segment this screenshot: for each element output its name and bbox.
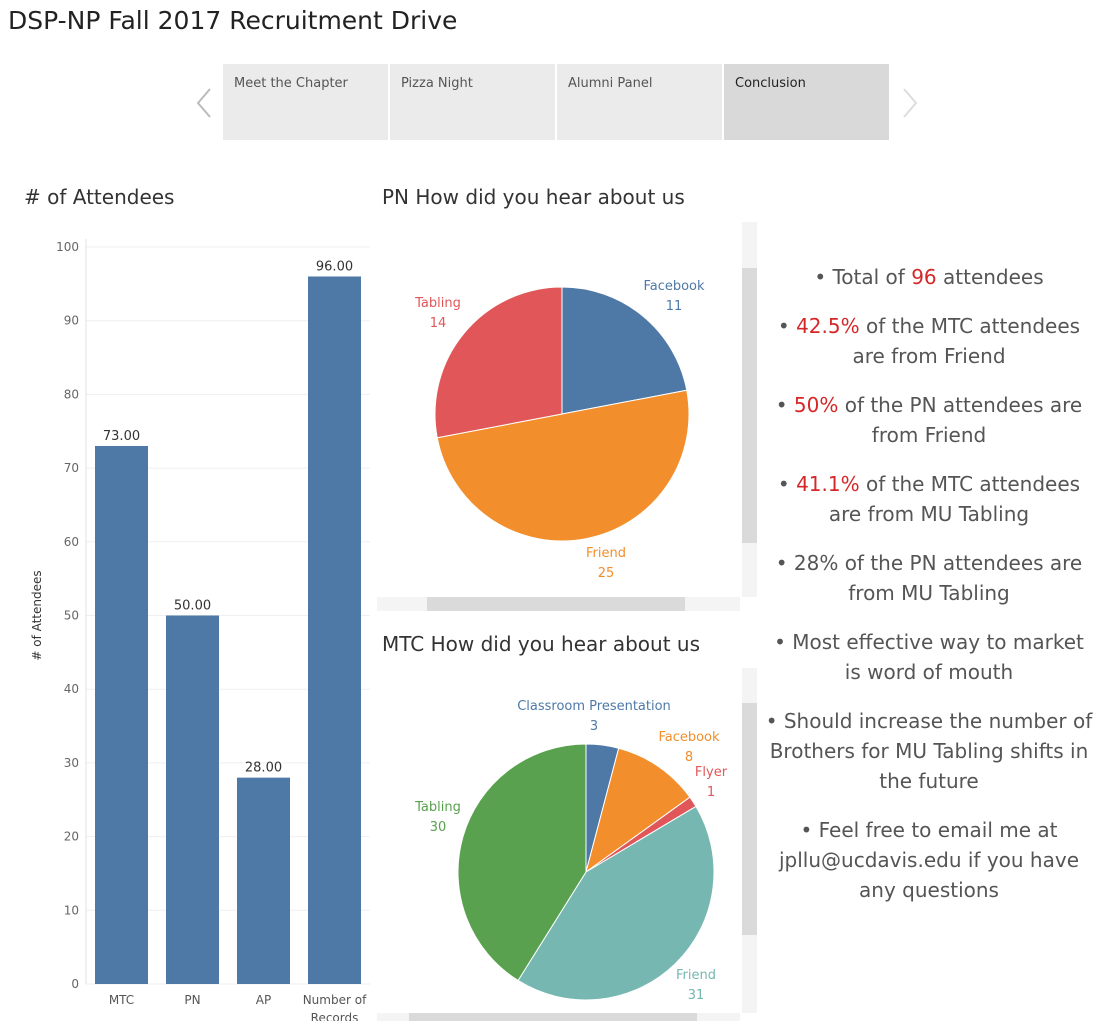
pie-slice-friend[interactable]: [517, 805, 715, 1001]
mtc-pie-chart: Classroom Presentation 3 Facebook 8 Flyer 1 Fr…: [376, 668, 740, 1013]
pie-label-name: Flyer: [695, 765, 728, 780]
pie-label-value: 25: [598, 566, 615, 581]
pie-slice-facebook[interactable]: [585, 747, 691, 874]
note-highlight: 96: [911, 265, 937, 289]
pn-pie-chart: Facebook 11 Friend 25 Tabling 14: [376, 222, 740, 596]
story-point-pizza-night[interactable]: Pizza Night: [390, 64, 555, 140]
y-tick-label: 0: [71, 977, 79, 991]
bar-number-of-records[interactable]: [308, 276, 361, 985]
mtc-vertical-scroll-thumb[interactable]: [742, 703, 757, 935]
pie-label-name: Facebook: [658, 730, 720, 745]
bar-pn[interactable]: [166, 615, 219, 985]
note-item: • Total of 96 attendees: [765, 262, 1093, 292]
pie-label-value: 30: [430, 820, 447, 835]
note-item: • Feel free to email me at jpllu@ucdavis…: [765, 815, 1093, 905]
note-text: • Feel free to email me at jpllu@ucdavis…: [779, 818, 1079, 902]
bar-value-label: 73.00: [103, 429, 140, 444]
note-item: • 50% of the PN attendees are from Frien…: [765, 390, 1093, 450]
y-axis-label: # of Attendees: [30, 570, 44, 660]
note-text: of the MTC attendees are from MU Tabling: [828, 472, 1081, 526]
x-category-label: MTC: [109, 993, 134, 1007]
y-tick-label: 50: [64, 609, 79, 623]
pie-label-name: Friend: [586, 546, 626, 561]
mtc-horizontal-scroll-thumb[interactable]: [409, 1013, 697, 1021]
pie-slice-friend[interactable]: [436, 389, 690, 542]
note-text: • Most effective way to market is word o…: [774, 630, 1084, 684]
note-text: •: [777, 314, 797, 338]
next-arrow-icon[interactable]: [900, 86, 920, 120]
pie-label-value: 1: [707, 785, 715, 800]
pn-pie-svg: Facebook 11 Friend 25 Tabling 14: [414, 279, 705, 581]
story-point-conclusion[interactable]: Conclusion: [724, 64, 889, 140]
note-text: attendees: [936, 265, 1044, 289]
pn-pie-title: PN How did you hear about us: [382, 185, 685, 209]
note-highlight: 41.1%: [796, 472, 860, 496]
note-text: • Should increase the number of Brothers…: [765, 709, 1093, 793]
note-text: •: [777, 472, 797, 496]
note-item: • 42.5% of the MTC attendees are from Fr…: [765, 311, 1093, 371]
pie-label-name: Tabling: [414, 296, 461, 311]
note-highlight: 42.5%: [796, 314, 860, 338]
x-category-label: PN: [184, 993, 200, 1007]
note-text: •: [775, 393, 794, 417]
bar-ap[interactable]: [237, 777, 290, 984]
y-tick-label: 100: [56, 240, 79, 254]
y-tick-label: 10: [64, 903, 79, 917]
attendees-bar-svg: # of Attendees 0 10 20 30 40 50 60 70 80 90 100 73.0…: [30, 239, 370, 1021]
note-item: • Most effective way to market is word o…: [765, 627, 1093, 687]
conclusion-notes: • Total of 96 attendees • 42.5% of the M…: [765, 262, 1093, 924]
bar-value-label: 96.00: [316, 259, 353, 274]
attendees-chart-title: # of Attendees: [24, 185, 175, 209]
y-tick-label: 60: [64, 535, 79, 549]
y-tick-label: 80: [64, 387, 79, 401]
y-tick-label: 70: [64, 461, 79, 475]
x-category-label: Number of: [303, 993, 367, 1007]
pie-slice-tabling[interactable]: [434, 286, 563, 439]
attendees-bar-chart: # of Attendees 0 10 20 30 40 50 60 70 80 90 100 73.0…: [0, 225, 372, 1021]
pie-label-name: Friend: [676, 968, 716, 983]
pie-label-value: 14: [430, 316, 447, 331]
x-category-label: Records: [311, 1011, 359, 1021]
note-item: • 41.1% of the MTC attendees are from MU…: [765, 469, 1093, 529]
note-text: of the PN attendees are from Friend: [838, 393, 1083, 447]
y-tick-label: 20: [64, 830, 79, 844]
y-tick-label: 40: [64, 682, 79, 696]
note-item: • Should increase the number of Brothers…: [765, 706, 1093, 796]
pn-horizontal-scroll-thumb[interactable]: [427, 597, 685, 611]
note-highlight: 50%: [793, 393, 839, 417]
pie-slice-facebook[interactable]: [561, 286, 688, 415]
note-text: of the MTC attendees are from Friend: [852, 314, 1081, 368]
bar-value-label: 50.00: [174, 599, 211, 614]
bar-value-label: 28.00: [245, 761, 282, 776]
note-text: • 28% of the PN attendees are from MU Ta…: [775, 551, 1083, 605]
story-navigator: Meet the Chapter Pizza Night Alumni Pane…: [223, 64, 889, 140]
x-category-label: AP: [256, 993, 271, 1007]
dashboard-title: DSP-NP Fall 2017 Recruitment Drive: [8, 6, 458, 35]
story-point-alumni-panel[interactable]: Alumni Panel: [557, 64, 722, 140]
story-point-meet-the-chapter[interactable]: Meet the Chapter: [223, 64, 388, 140]
pie-slice-tabling[interactable]: [457, 743, 587, 982]
pie-label-value: 8: [685, 750, 693, 765]
pie-label-name: Facebook: [643, 279, 705, 294]
y-tick-label: 90: [64, 314, 79, 328]
y-tick-label: 30: [64, 756, 79, 770]
note-text: • Total of: [814, 265, 912, 289]
previous-arrow-icon[interactable]: [194, 86, 214, 120]
mtc-pie-title: MTC How did you hear about us: [382, 632, 700, 656]
bar-mtc[interactable]: [95, 445, 148, 984]
note-item: • 28% of the PN attendees are from MU Ta…: [765, 548, 1093, 608]
pn-vertical-scroll-thumb[interactable]: [742, 268, 757, 543]
pie-label-name: Tabling: [414, 800, 461, 815]
pie-label-value: 3: [590, 719, 598, 734]
pie-label-value: 11: [666, 299, 683, 314]
pie-label-name: Classroom Presentation: [517, 699, 671, 714]
pie-label-value: 31: [688, 988, 705, 1003]
